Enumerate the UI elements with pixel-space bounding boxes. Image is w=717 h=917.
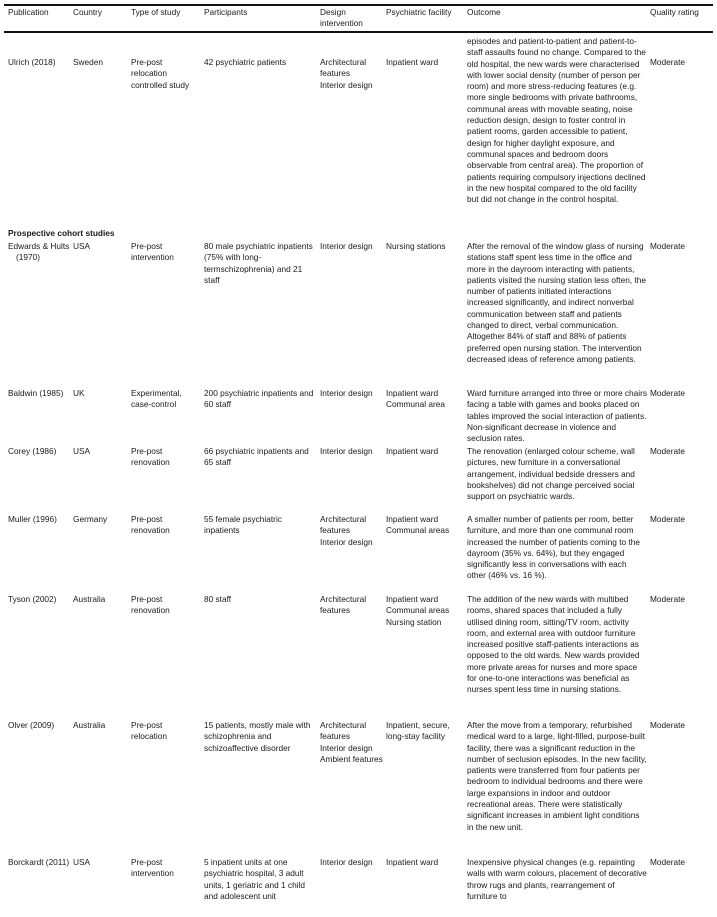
design-item: Interior design <box>320 446 373 456</box>
cell-country: USA <box>73 446 91 456</box>
cell-design-intervention: Architectural features <box>320 594 384 617</box>
design-item: Interior design <box>320 857 373 867</box>
cell-publication: Ulrich (2018) <box>8 57 56 67</box>
header-country: Country <box>73 7 103 17</box>
cell-design-intervention: Interior design <box>320 241 384 252</box>
cell-quality-rating: Moderate <box>650 388 686 398</box>
design-item: Interior design <box>320 536 373 547</box>
cell-country: Australia <box>73 720 106 730</box>
header-participants: Participants <box>204 7 248 17</box>
facility-item: Inpatient ward <box>386 594 439 604</box>
facility-item: Inpatient ward <box>386 446 439 456</box>
cell-type-of-study: Pre-post intervention <box>131 857 174 879</box>
cell-design-intervention: Interior design <box>320 857 384 868</box>
design-item: Interior design <box>320 742 373 753</box>
cell-quality-rating: Moderate <box>650 514 686 524</box>
facility-item: Inpatient ward <box>386 57 439 67</box>
cell-design-intervention: Architectural features Interior design <box>320 57 384 91</box>
cell-psychiatric-facility: Inpatient ward <box>386 857 466 868</box>
cell-participants: 66 psychiatric inpatients and 65 staff <box>204 446 309 468</box>
cell-quality-rating: Moderate <box>650 446 686 456</box>
cell-participants: 55 female psychiatric inpatients <box>204 514 282 536</box>
cell-country: USA <box>73 241 91 251</box>
cell-psychiatric-facility: Nursing stations <box>386 241 466 252</box>
design-item: Interior design <box>320 388 373 398</box>
cell-psychiatric-facility: Inpatient ward <box>386 57 466 68</box>
cell-design-intervention: Interior design <box>320 446 384 457</box>
cell-quality-rating: Moderate <box>650 594 686 604</box>
cell-publication: Tyson (2002) <box>8 594 57 604</box>
cell-design-intervention: Interior design <box>320 388 384 399</box>
cell-country: UK <box>73 388 85 398</box>
cell-publication: Olver (2009) <box>8 720 55 730</box>
cell-quality-rating: Moderate <box>650 720 686 730</box>
cell-participants: 80 male psychiatric inpatients (75% with… <box>204 241 313 285</box>
cell-type-of-study: Pre-post renovation <box>131 594 170 616</box>
facility-item: Inpatient ward <box>386 388 439 398</box>
cell-publication: Borckardt (2011) <box>8 857 70 867</box>
cell-psychiatric-facility: Inpatient ward Communal areas <box>386 514 466 537</box>
design-item: Interior design <box>320 79 373 90</box>
facility-item: Communal area <box>386 399 446 410</box>
facility-item: Inpatient, secure, long-stay facility <box>386 720 450 742</box>
cell-publication: Edwards & Hults (1970) <box>8 241 70 263</box>
cell-outcome: After the move from a temporary, refurbi… <box>467 720 647 832</box>
design-item: Architectural features <box>320 720 367 742</box>
cell-participants: 42 psychiatric patients <box>204 57 287 67</box>
header-psychiatric-facility: Psychiatric facility <box>386 7 452 17</box>
cell-publication: Muller (1996) <box>8 514 57 524</box>
header-outcome: Outcome <box>467 7 501 17</box>
design-item: Ambient features <box>320 753 383 764</box>
cell-psychiatric-facility: Inpatient ward Communal areas Nursing stat… <box>386 594 466 628</box>
cell-country: USA <box>73 857 91 867</box>
design-item: Architectural features <box>320 594 367 616</box>
header-quality-rating: Quality rating <box>650 7 699 17</box>
cell-psychiatric-facility: Inpatient, secure, long-stay facility <box>386 720 466 743</box>
design-item: Architectural features <box>320 57 367 79</box>
section-heading: Prospective cohort studies <box>8 228 115 238</box>
cell-publication: Corey (1986) <box>8 446 57 456</box>
facility-item: Nursing stations <box>386 241 446 251</box>
cell-quality-rating: Moderate <box>650 241 686 251</box>
cell-participants: 15 patients, mostly male with schizophre… <box>204 720 311 753</box>
cell-outcome: Ward furniture arranged into three or mo… <box>467 388 647 444</box>
table-top-rule <box>4 4 713 6</box>
cell-quality-rating: Moderate <box>650 857 686 867</box>
cell-country: Germany <box>73 514 108 524</box>
facility-item: Nursing station <box>386 616 442 627</box>
facility-item: Communal areas <box>386 605 450 616</box>
cell-quality-rating: Moderate <box>650 57 686 67</box>
design-item: Interior design <box>320 241 373 251</box>
facility-item: Communal areas <box>386 525 450 536</box>
cell-design-intervention: Architectural features Interior design Amb… <box>320 720 384 765</box>
cell-psychiatric-facility: Inpatient ward Communal area <box>386 388 466 411</box>
header-bottom-rule <box>4 31 713 33</box>
cell-outcome: After the removal of the window glass of… <box>467 241 646 364</box>
cell-participants: 80 staff <box>204 594 232 604</box>
cell-type-of-study: Pre-post relocation <box>131 720 167 742</box>
cell-outcome: The addition of the new wards with multi… <box>467 594 640 695</box>
facility-item: Inpatient ward <box>386 857 439 867</box>
header-type-of-study: Type of study <box>131 7 181 17</box>
cell-psychiatric-facility: Inpatient ward <box>386 446 466 457</box>
header-design-intervention: Design intervention <box>320 7 363 29</box>
cell-outcome: The renovation (enlarged colour scheme, … <box>467 446 635 502</box>
cell-participants: 200 psychiatric inpatients and 60 staff <box>204 388 314 410</box>
facility-item: Inpatient ward <box>386 514 439 524</box>
cell-type-of-study: Pre-post relocation controlled study <box>131 57 190 90</box>
cell-type-of-study: Pre-post renovation <box>131 514 170 536</box>
cell-outcome: Inexpensive physical changes (e.g. repai… <box>467 857 647 901</box>
cell-participants: 5 inpatient units at one psychiatric hos… <box>204 857 306 901</box>
cell-publication: Baldwin (1985) <box>8 388 64 398</box>
cell-type-of-study: Experimental, case-control <box>131 388 182 410</box>
cell-type-of-study: Pre-post intervention <box>131 241 174 263</box>
cell-outcome: episodes and patient-to-patient and pati… <box>467 36 646 205</box>
cell-country: Sweden <box>73 57 103 67</box>
cell-type-of-study: Pre-post renovation <box>131 446 170 468</box>
cell-design-intervention: Architectural features Interior design <box>320 514 384 548</box>
cell-country: Australia <box>73 594 106 604</box>
design-item: Architectural features <box>320 514 367 536</box>
cell-outcome: A smaller number of patients per room, b… <box>467 514 640 581</box>
header-publication: Publication <box>8 7 49 17</box>
